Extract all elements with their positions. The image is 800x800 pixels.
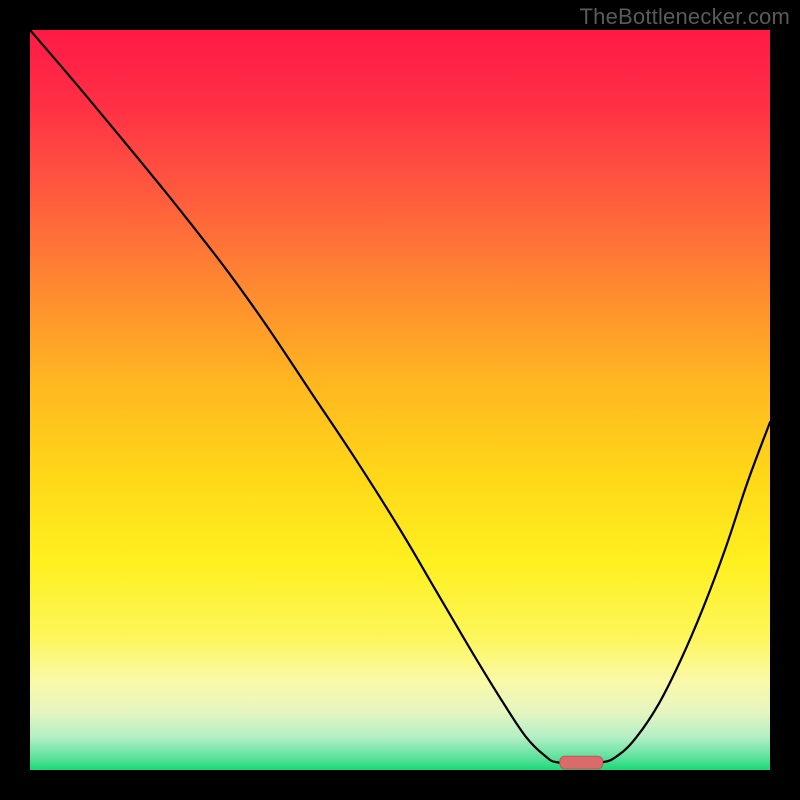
plot-background	[30, 30, 770, 770]
watermark-text: TheBottlenecker.com	[580, 4, 790, 30]
figure-container: TheBottlenecker.com	[0, 0, 800, 800]
chart-svg	[0, 0, 800, 800]
optimum-marker	[560, 756, 603, 769]
